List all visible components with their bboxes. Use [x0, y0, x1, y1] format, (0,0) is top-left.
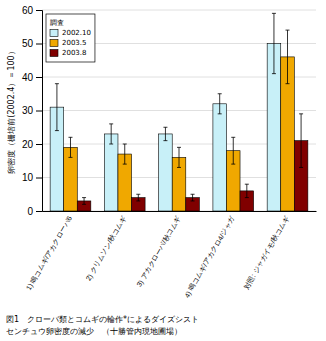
x-tick: 1) 鳴コムギ/アカクローパ6: [25, 215, 74, 292]
y-tick-mark: [36, 44, 42, 45]
bar: [213, 104, 227, 211]
y-tick-label: 0: [27, 206, 33, 217]
bar: [104, 134, 118, 211]
y-tick-mark: [36, 178, 42, 179]
x-tick: 2) クリムソン/秋コムギ: [85, 215, 128, 282]
y-tick: 50: [22, 38, 42, 49]
error-bar: [55, 84, 59, 131]
y-axis-line: [36, 11, 43, 212]
y-tick-mark: [36, 211, 42, 212]
legend-swatch: [50, 30, 58, 37]
legend-swatch: [50, 40, 58, 47]
y-tick-label: 40: [22, 72, 34, 83]
y-tick: 10: [22, 172, 42, 183]
plot: 0 10 20 30 40 50 60 1) 鳴コムギ/アカクローパ6 2) クリムソン/秋コム…: [22, 5, 317, 300]
bar: [159, 134, 173, 211]
y-tick-label: 60: [22, 5, 34, 16]
y-tick: 20: [22, 139, 42, 150]
error-bar: [123, 144, 127, 164]
series: [77, 114, 308, 211]
error-bar: [136, 194, 140, 201]
error-bar: [82, 198, 86, 205]
series: [50, 13, 281, 211]
x-tick-label: 対照: ジャガイモ/秋コムギ: [242, 215, 290, 291]
legend-label: 2003.8: [62, 49, 87, 57]
y-tick: 60: [22, 5, 42, 16]
x-tick: 3) アカクローパ/秋コムギ: [135, 215, 182, 288]
x-tick: 対照: ジャガイモ/秋コムギ: [242, 215, 290, 291]
legend-title: 調査: [50, 19, 64, 27]
series: [64, 30, 295, 211]
error-bar: [177, 147, 181, 167]
x-axis-line: [43, 211, 317, 212]
caption: 図1 クローバ類とコムギの輪作*によるダイズシスト: [6, 315, 199, 324]
error-bar: [191, 194, 195, 201]
legend: 調査 2002.10 2003.5 2003.8: [46, 14, 95, 62]
y-tick-mark: [36, 144, 42, 145]
y-tick: 0: [27, 206, 42, 217]
x-tick: 4) 鳴コムギ/アカクロ4/ジャガ: [183, 214, 237, 299]
y-tick-label: 10: [22, 172, 34, 183]
grid: [42, 10, 316, 211]
error-bar: [163, 127, 167, 140]
legend-swatch: [50, 50, 58, 57]
error-bar: [299, 114, 303, 168]
x-tick-label: 4) 鳴コムギ/アカクロ4/ジャガ: [183, 214, 237, 299]
x-tick-label: 1) 鳴コムギ/アカクローパ6: [25, 215, 74, 292]
error-bar: [218, 94, 222, 114]
y-tick-label: 50: [22, 38, 34, 49]
x-tick-label: 2) クリムソン/秋コムギ: [85, 215, 128, 282]
grid-line: [42, 10, 316, 11]
error-bar: [272, 13, 276, 73]
y-tick-mark: [36, 111, 42, 112]
error-bar: [109, 124, 113, 144]
error-bar: [245, 184, 249, 197]
y-tick-mark: [36, 10, 42, 11]
x-axis: 1) 鳴コムギ/アカクローパ6 2) クリムソン/秋コムギ3) アカクローパ/秋コ…: [25, 212, 317, 300]
legend-frame: [46, 14, 95, 62]
y-axis-title: 卵密度（栅培前(2002.4）＝100）: [7, 47, 16, 173]
x-tick-label: 3) アカクローパ/秋コムギ: [135, 215, 182, 288]
error-bar: [68, 137, 72, 157]
chart: 0 10 20 30 40 50 60 1) 鳴コムギ/アカクローパ6 2) クリムソン/秋コム…: [0, 0, 326, 341]
y-tick-mark: [36, 77, 42, 78]
y-tick-label: 20: [22, 139, 34, 150]
legend-label: 2002.10: [62, 29, 91, 37]
y-axis: 0 10 20 30 40 50 60: [22, 5, 43, 217]
error-bar: [286, 30, 290, 84]
legend-label: 2003.5: [62, 39, 87, 47]
y-tick: 40: [22, 72, 42, 83]
y-tick-label: 30: [22, 105, 34, 116]
caption: センチュウ卵密度の減少 （十勝管内現地圃場）: [6, 327, 182, 336]
error-bar: [231, 137, 235, 164]
y-tick: 30: [22, 105, 42, 116]
